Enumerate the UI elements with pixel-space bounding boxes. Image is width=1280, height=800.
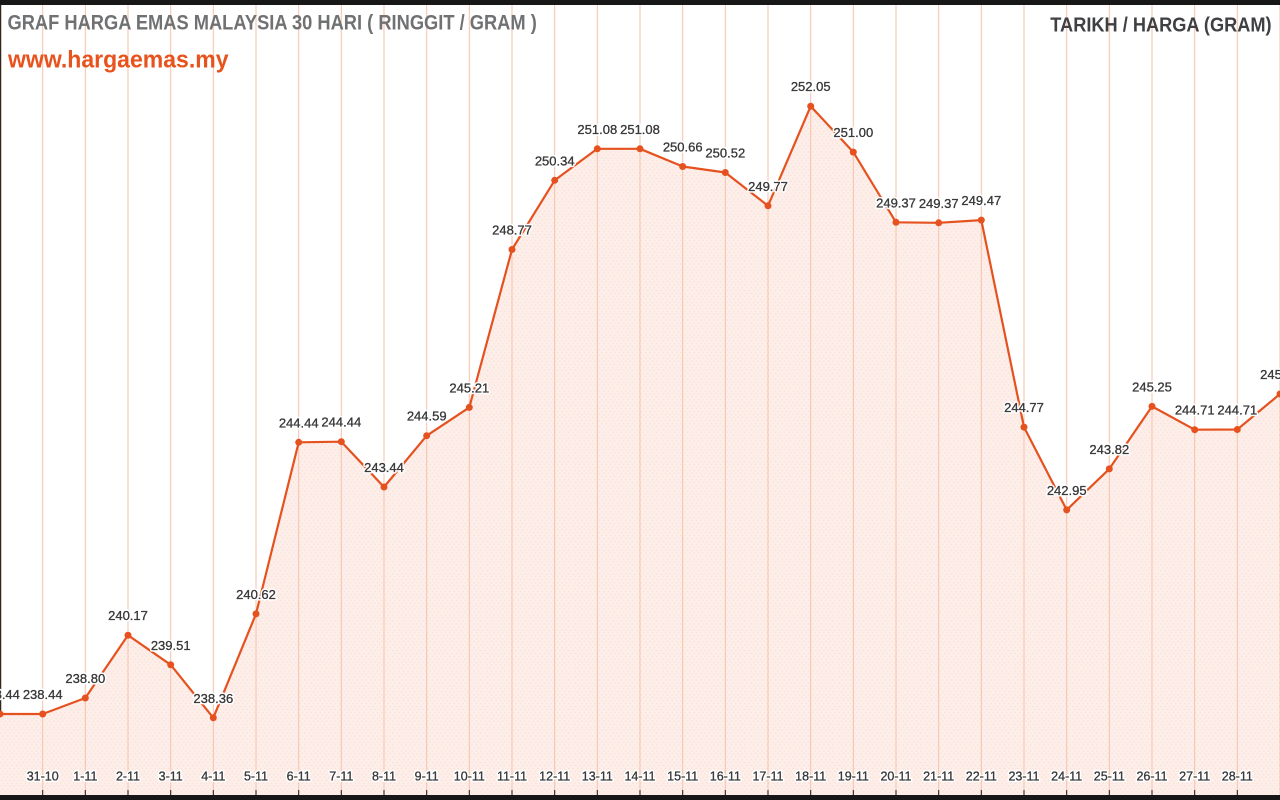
svg-text:GRAF HARGA EMAS MALAYSIA 30 HA: GRAF HARGA EMAS MALAYSIA 30 HARI ( RINGG… [8, 12, 537, 35]
svg-text:www.hargaemas.my: www.hargaemas.my [7, 47, 229, 74]
svg-text:TARIKH / HARGA (GRAM): TARIKH / HARGA (GRAM) [1050, 14, 1271, 36]
